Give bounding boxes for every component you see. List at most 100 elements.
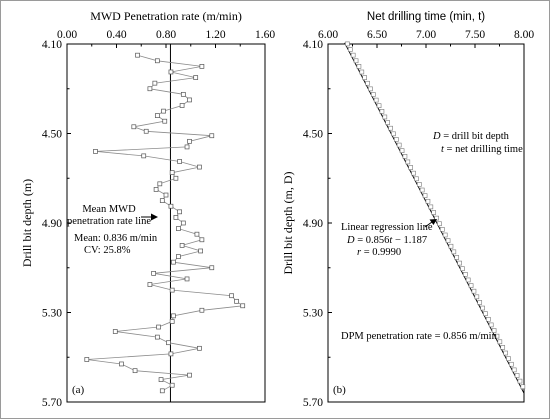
x-tick-label: 0.80 (156, 29, 176, 41)
y-tick-label: 5.30 (42, 308, 62, 320)
data-point (156, 324, 161, 330)
data-point (168, 203, 174, 209)
data-point (417, 182, 422, 187)
data-point (152, 80, 158, 86)
data-point (199, 307, 205, 313)
data-point (388, 125, 393, 131)
data-point (187, 97, 192, 103)
data-point (520, 384, 526, 390)
y-tick-label: 5.70 (303, 397, 323, 409)
dpm-rate-text: DPM penetration rate = 0.856 m/min (341, 331, 498, 342)
data-point (382, 114, 388, 120)
y-axis-title: Drill bit depth (m) (20, 179, 34, 267)
equation-intercept: − 1.187 (392, 235, 427, 246)
x-axis-title: Net drilling time (min, t) (367, 11, 485, 23)
data-point (356, 64, 362, 69)
data-point (494, 333, 500, 339)
data-point (187, 138, 192, 144)
correlation-symbol: r (357, 247, 362, 258)
data-point (180, 220, 186, 226)
data-point (154, 58, 160, 64)
data-point (163, 192, 169, 198)
equation-depth-symbol: D (346, 235, 355, 246)
data-point (173, 175, 179, 181)
legend-time: t = net drilling time (441, 144, 523, 155)
data-point (391, 131, 396, 137)
data-point (84, 357, 90, 362)
data-point (209, 265, 215, 271)
data-point (131, 124, 137, 130)
data-point (457, 260, 462, 266)
data-point (394, 137, 399, 142)
legend-depth-symbol: D (432, 131, 441, 142)
data-point (173, 215, 179, 220)
data-point (465, 277, 471, 283)
data-point (147, 86, 153, 92)
data-point (488, 322, 494, 328)
data-point (199, 237, 205, 243)
data-point (161, 108, 166, 114)
data-point (177, 159, 182, 164)
data-point (471, 288, 477, 294)
data-point (445, 238, 451, 243)
data-point (179, 103, 185, 108)
data-point (193, 75, 199, 80)
data-point (517, 378, 523, 384)
data-point (368, 86, 373, 92)
y-tick-label: 4.90 (42, 218, 62, 230)
x-tick-label: 0.40 (106, 29, 126, 41)
data-point (419, 187, 425, 193)
data-point (199, 64, 205, 69)
data-point (371, 92, 376, 97)
data-point (197, 345, 202, 351)
data-point (169, 382, 175, 388)
equation-time-symbol: t (389, 235, 393, 246)
data-point (491, 328, 497, 333)
data-point (168, 351, 174, 357)
data-point (176, 226, 181, 231)
data-point (442, 232, 448, 238)
data-point (454, 255, 460, 260)
data-point (176, 254, 181, 259)
data-point (169, 170, 175, 176)
data-point (147, 282, 153, 287)
data-point (209, 133, 215, 139)
data-point (440, 227, 445, 232)
data-point (405, 159, 411, 165)
y-tick-label: 5.70 (42, 397, 62, 409)
data-point (168, 69, 174, 75)
data-point (463, 272, 468, 277)
data-point (411, 170, 416, 176)
y-tick-label: 4.90 (303, 218, 323, 230)
data-point (414, 176, 419, 182)
mean-line-label-2: penetration rate line (67, 216, 151, 227)
x-tick-label: 6.00 (318, 29, 338, 41)
data-point (448, 243, 454, 249)
data-point (408, 165, 414, 170)
legend-time-text: = net drilling time (444, 144, 523, 155)
mean-line-arrow-head (151, 213, 158, 221)
mean-line-label: Mean MWD (82, 204, 136, 215)
data-point (451, 249, 457, 255)
legend-time-symbol: t (441, 144, 445, 155)
data-point (514, 373, 520, 378)
y-axis-title: Drill bit depth (m, D) (281, 172, 295, 275)
x-tick-label: 8.00 (514, 29, 534, 41)
data-point (431, 210, 437, 215)
data-point (171, 259, 176, 265)
data-point (483, 311, 488, 316)
data-point (503, 350, 508, 356)
x-tick-label: 7.50 (465, 29, 485, 41)
data-point (154, 113, 160, 118)
data-point (135, 52, 140, 58)
y-tick-label: 4.10 (42, 39, 62, 51)
data-point (162, 118, 168, 124)
data-point (373, 97, 379, 103)
data-point (437, 221, 442, 227)
mean-value-text: Mean: 0.836 m/min (74, 233, 158, 244)
data-point (396, 142, 402, 148)
data-point (345, 41, 350, 47)
data-point (171, 313, 176, 319)
x-axis-title: MWD Penetration rate (m/min) (90, 9, 242, 23)
data-point (399, 148, 405, 153)
